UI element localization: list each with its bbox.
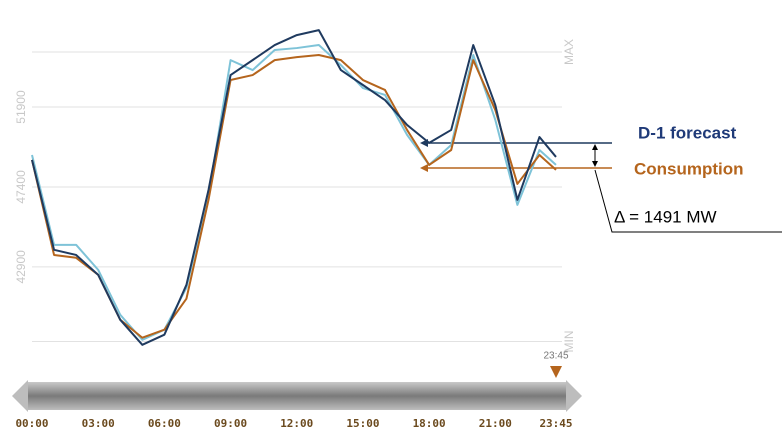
x-tick-label: 21:00: [479, 417, 512, 430]
timeline: 23:45: [12, 351, 582, 412]
delta-label: Δ = 1491 MW: [614, 207, 717, 226]
marker-label: 23:45: [543, 351, 568, 362]
delta-leader: [594, 169, 782, 233]
timeline-bar: [28, 382, 566, 410]
x-tick-label: 09:00: [214, 417, 247, 430]
y-tick-label: 42900: [14, 250, 28, 284]
x-tick-label: 00:00: [15, 417, 48, 430]
series-line: [31, 44, 557, 341]
arrow-head: [420, 164, 428, 172]
timeline-marker: [550, 366, 562, 378]
arrow-head: [592, 161, 598, 167]
series-line: [31, 29, 557, 346]
y-tick-label: MAX: [562, 39, 576, 65]
y-tick-label: 51900: [14, 90, 28, 124]
x-tick-label: 03:00: [82, 417, 115, 430]
x-tick-label: 06:00: [148, 417, 181, 430]
legend-forecast: D-1 forecast: [638, 123, 737, 142]
x-tick-label: 18:00: [413, 417, 446, 430]
x-tick-label: 15:00: [346, 417, 379, 430]
legend-consumption: Consumption: [634, 159, 744, 178]
annotation-arrows: [420, 139, 782, 233]
timeline-left-arrow: [12, 380, 28, 412]
y-tick-label: 47400: [14, 170, 28, 204]
timeline-right-arrow: [566, 380, 582, 412]
y-tick-label: MIN: [562, 330, 576, 352]
arrow-head: [592, 144, 598, 150]
x-tick-label: 23:45: [539, 417, 572, 430]
x-tick-label: 12:00: [280, 417, 313, 430]
